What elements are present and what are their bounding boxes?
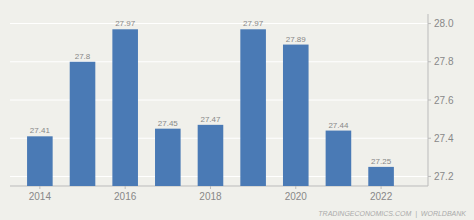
bar — [368, 167, 394, 186]
x-tick-label: 2022 — [370, 191, 393, 202]
x-tick — [295, 186, 296, 189]
x-tick-label: 2018 — [199, 191, 222, 202]
bar — [326, 131, 352, 186]
y-tick-label: 27.6 — [434, 95, 454, 106]
watermark: TRADINGECONOMICS.COM | WORLDBANK — [318, 210, 466, 218]
data-label: 27.41 — [30, 126, 51, 135]
bar — [240, 29, 266, 186]
y-tick-label: 27.2 — [434, 171, 454, 182]
bar — [27, 136, 53, 186]
x-tick — [39, 186, 40, 189]
background — [0, 0, 474, 220]
bar — [198, 125, 224, 186]
data-label: 27.45 — [158, 119, 179, 128]
x-tick — [381, 186, 382, 189]
y-axis-line — [428, 14, 429, 186]
grid-line — [10, 23, 428, 24]
data-label: 27.97 — [115, 19, 136, 28]
y-tick-label: 27.8 — [434, 56, 454, 67]
x-tick — [210, 186, 211, 189]
data-label: 27.97 — [243, 19, 264, 28]
bar — [155, 129, 181, 186]
x-tick-label: 2020 — [285, 191, 308, 202]
bar — [283, 45, 309, 186]
bar — [112, 29, 138, 186]
x-tick-label: 2016 — [114, 191, 137, 202]
data-label: 27.8 — [75, 52, 91, 61]
y-tick-label: 28.0 — [434, 18, 454, 29]
data-label: 27.25 — [371, 157, 392, 166]
bar — [70, 62, 96, 186]
chart: 27.2 27.4 27.6 27.8 28.0 2014 2016 2018 2020 2022… — [0, 0, 474, 220]
y-tick-label: 27.4 — [434, 133, 454, 144]
data-label: 27.47 — [200, 115, 221, 124]
x-tick — [125, 186, 126, 189]
bars — [27, 29, 394, 186]
data-label: 27.89 — [286, 35, 307, 44]
data-label: 27.44 — [328, 121, 349, 130]
x-tick-label: 2014 — [29, 191, 52, 202]
